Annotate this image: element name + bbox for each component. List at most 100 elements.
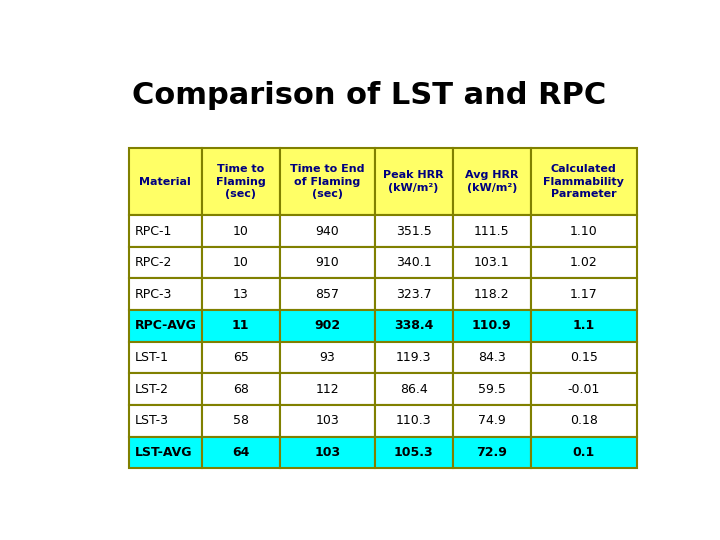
Bar (453, 310, 531, 342)
Bar (129, 405, 202, 436)
Text: 1.10: 1.10 (570, 225, 598, 238)
Text: 93: 93 (319, 351, 335, 364)
Text: 74.9: 74.9 (478, 414, 505, 427)
Text: 1.1: 1.1 (572, 319, 595, 332)
Bar (531, 279, 636, 310)
Text: 118.2: 118.2 (474, 288, 510, 301)
Text: 59.5: 59.5 (478, 382, 505, 396)
Text: 111.5: 111.5 (474, 225, 510, 238)
Text: 0.18: 0.18 (570, 414, 598, 427)
Text: 940: 940 (315, 225, 339, 238)
Bar (279, 373, 374, 405)
Text: 64: 64 (232, 446, 249, 459)
Text: 910: 910 (315, 256, 339, 269)
Bar (374, 436, 453, 468)
Bar (129, 310, 202, 342)
Bar (279, 279, 374, 310)
Text: 103: 103 (315, 414, 339, 427)
Text: 340.1: 340.1 (396, 256, 431, 269)
Text: 1.17: 1.17 (570, 288, 598, 301)
Text: Material: Material (140, 177, 192, 187)
Bar (453, 342, 531, 373)
Text: 112: 112 (315, 382, 339, 396)
Text: LST-AVG: LST-AVG (135, 446, 192, 459)
Bar (531, 436, 636, 468)
Text: Calculated
Flammability
Parameter: Calculated Flammability Parameter (544, 164, 624, 199)
Text: Time to
Flaming
(sec): Time to Flaming (sec) (216, 164, 266, 199)
Bar (374, 405, 453, 436)
Text: RPC-AVG: RPC-AVG (135, 319, 197, 332)
Bar (129, 148, 202, 215)
Bar (279, 247, 374, 279)
Text: 0.15: 0.15 (570, 351, 598, 364)
Bar (374, 310, 453, 342)
Text: 857: 857 (315, 288, 339, 301)
Text: -0.01: -0.01 (567, 382, 600, 396)
Bar (453, 215, 531, 247)
Bar (374, 247, 453, 279)
Text: Avg HRR
(kW/m²): Avg HRR (kW/m²) (465, 171, 518, 193)
Text: LST-2: LST-2 (135, 382, 169, 396)
Bar (453, 279, 531, 310)
Bar (202, 310, 279, 342)
Text: 323.7: 323.7 (396, 288, 431, 301)
Text: RPC-2: RPC-2 (135, 256, 172, 269)
Bar (279, 215, 374, 247)
Bar (202, 342, 279, 373)
Bar (279, 310, 374, 342)
Text: 338.4: 338.4 (394, 319, 433, 332)
Text: Comparison of LST and RPC: Comparison of LST and RPC (132, 82, 606, 111)
Bar (202, 436, 279, 468)
Text: 110.9: 110.9 (472, 319, 512, 332)
Bar (453, 373, 531, 405)
Bar (531, 373, 636, 405)
Bar (202, 279, 279, 310)
Bar (279, 342, 374, 373)
Bar (453, 405, 531, 436)
Bar (279, 148, 374, 215)
Text: Peak HRR
(kW/m²): Peak HRR (kW/m²) (383, 171, 444, 193)
Bar (531, 342, 636, 373)
Text: LST-3: LST-3 (135, 414, 169, 427)
Bar (202, 405, 279, 436)
Bar (374, 148, 453, 215)
Text: 103.1: 103.1 (474, 256, 510, 269)
Text: 110.3: 110.3 (396, 414, 431, 427)
Text: 72.9: 72.9 (477, 446, 507, 459)
Text: LST-1: LST-1 (135, 351, 169, 364)
Bar (129, 247, 202, 279)
Text: 84.3: 84.3 (478, 351, 505, 364)
Bar (453, 247, 531, 279)
Bar (453, 436, 531, 468)
Text: 119.3: 119.3 (396, 351, 431, 364)
Bar (374, 279, 453, 310)
Bar (202, 247, 279, 279)
Text: RPC-3: RPC-3 (135, 288, 172, 301)
Bar (129, 342, 202, 373)
Bar (531, 148, 636, 215)
Bar (279, 436, 374, 468)
Bar (531, 310, 636, 342)
Text: 103: 103 (314, 446, 341, 459)
Bar (202, 373, 279, 405)
Text: 11: 11 (232, 319, 249, 332)
Bar (453, 148, 531, 215)
Text: 0.1: 0.1 (572, 446, 595, 459)
Text: 65: 65 (233, 351, 248, 364)
Bar (129, 215, 202, 247)
Text: Time to End
of Flaming
(sec): Time to End of Flaming (sec) (290, 164, 364, 199)
Text: 351.5: 351.5 (396, 225, 431, 238)
Text: 86.4: 86.4 (400, 382, 428, 396)
Text: 10: 10 (233, 225, 248, 238)
Bar (374, 373, 453, 405)
Bar (531, 215, 636, 247)
Bar (279, 405, 374, 436)
Bar (531, 247, 636, 279)
Bar (531, 405, 636, 436)
Bar (202, 148, 279, 215)
Bar (129, 373, 202, 405)
Text: 902: 902 (314, 319, 341, 332)
Text: RPC-1: RPC-1 (135, 225, 172, 238)
Bar (129, 436, 202, 468)
Text: 68: 68 (233, 382, 248, 396)
